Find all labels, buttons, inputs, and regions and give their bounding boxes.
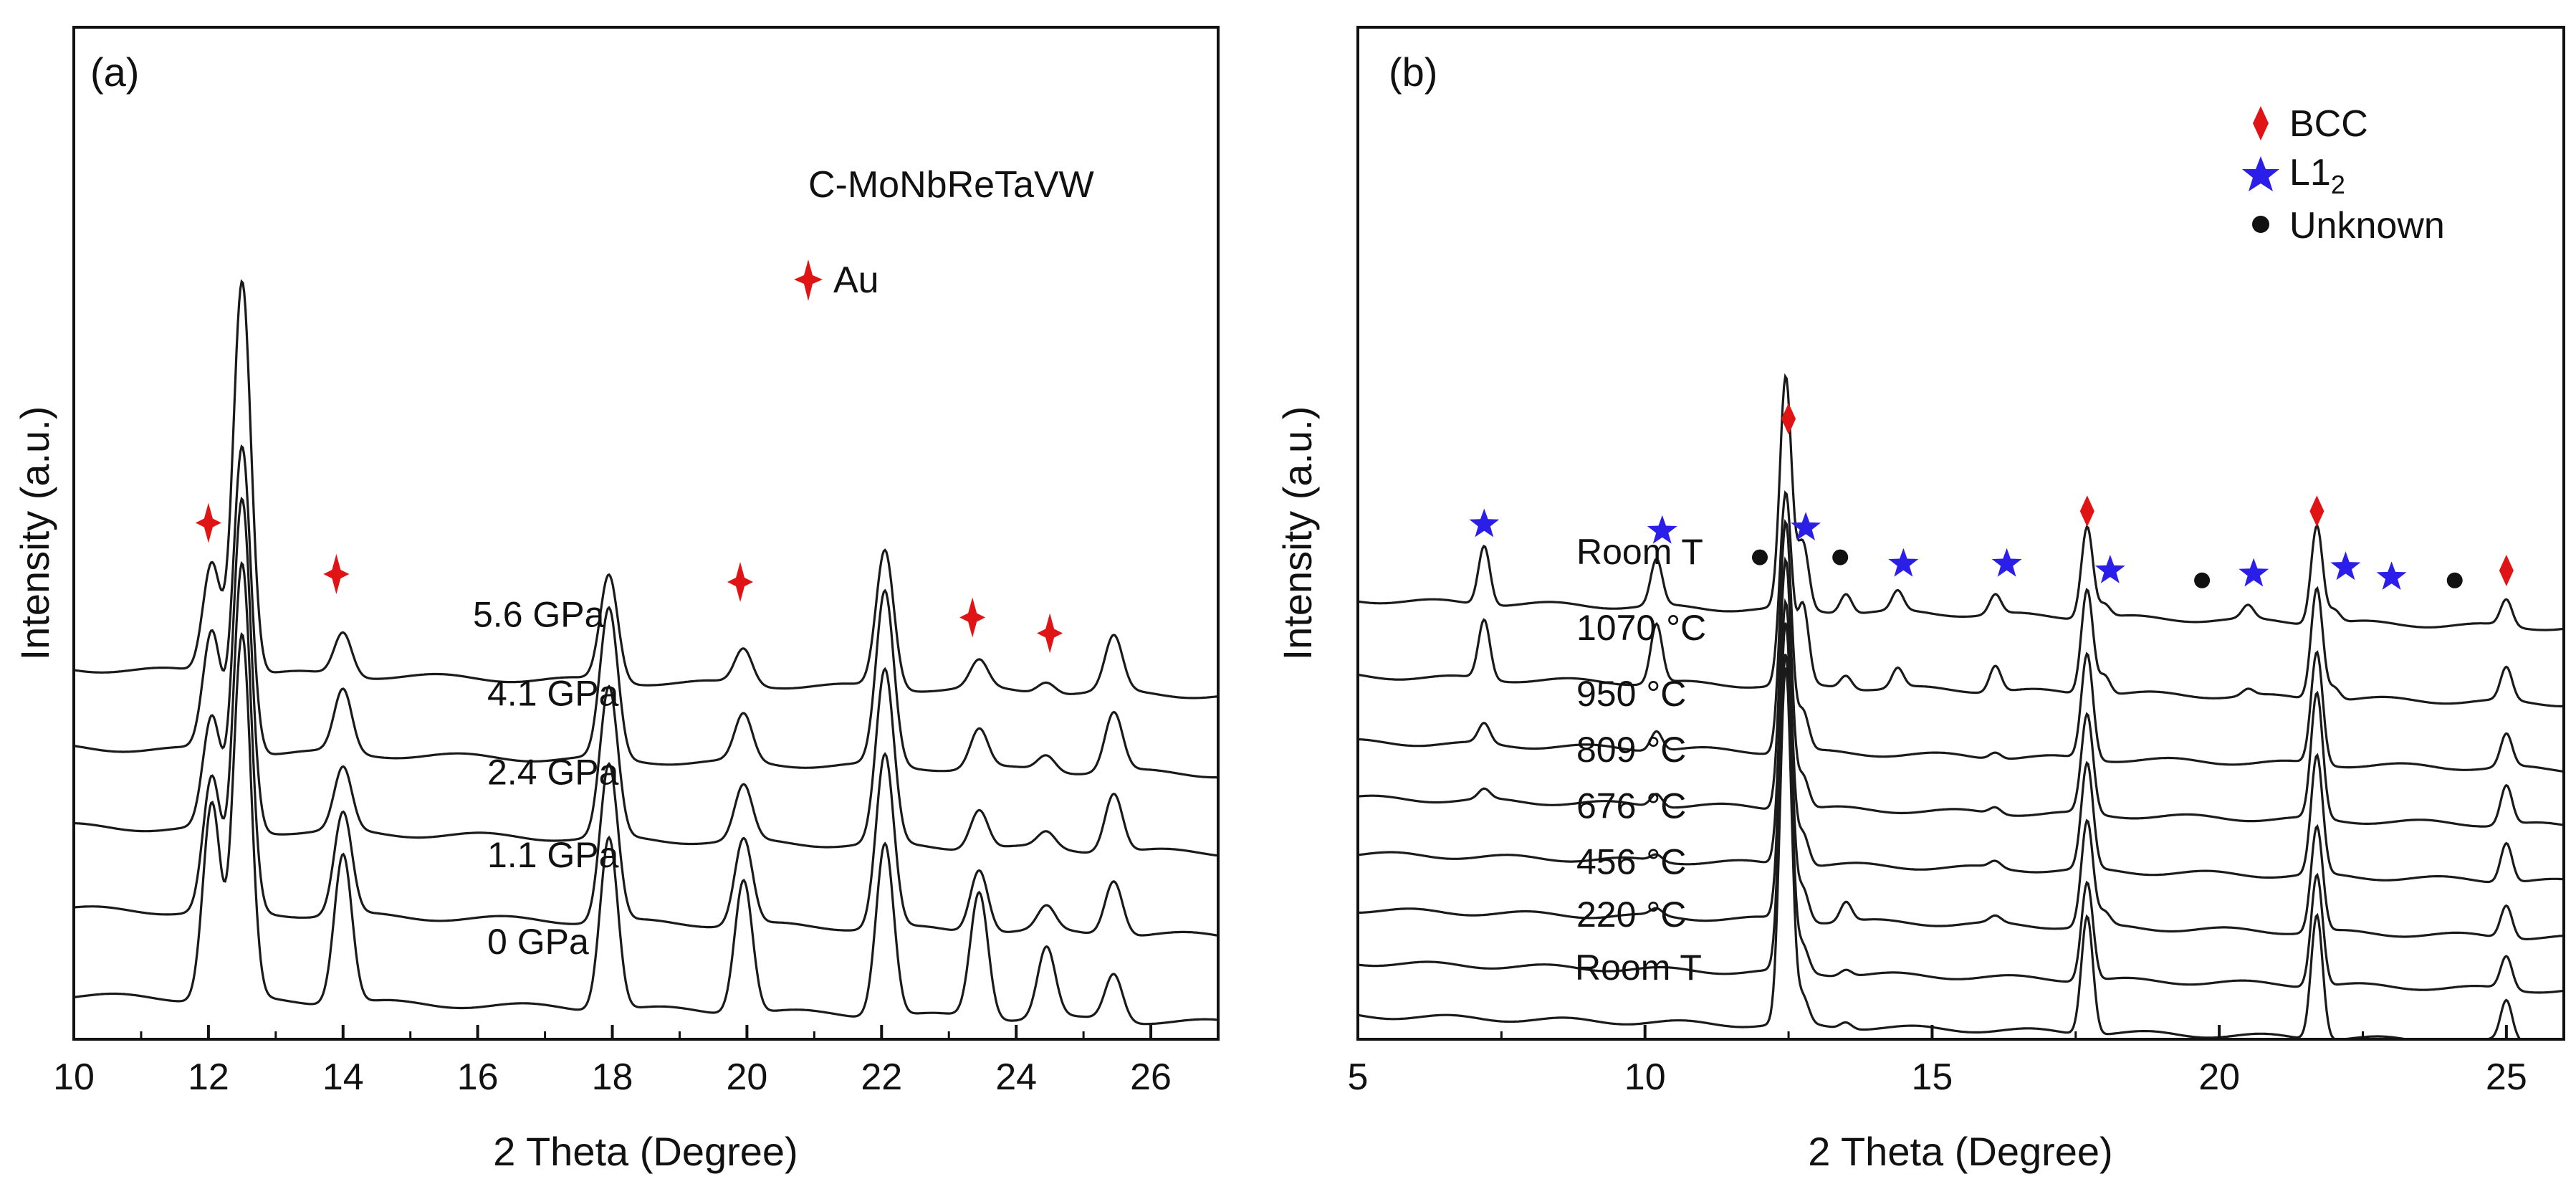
- l12-marker: [1469, 508, 1500, 538]
- legend-l12-text: L1: [2289, 152, 2331, 194]
- x-tick-label: 14: [322, 1056, 364, 1098]
- panel-a-x-ticks: 10 12 14 16 18 20 22 24 26: [53, 1025, 1172, 1098]
- l12-marker: [2330, 551, 2361, 581]
- series-label: 950 °C: [1576, 674, 1686, 714]
- x-tick-label: 25: [2486, 1056, 2527, 1098]
- x-tick-label: 20: [726, 1056, 767, 1098]
- legend-bcc-label: BCC: [2289, 103, 2368, 145]
- series-trace: [74, 279, 1218, 700]
- au-marker: [195, 502, 221, 543]
- x-tick-label: 5: [1348, 1056, 1369, 1098]
- au-sparkle-icon: [794, 259, 823, 301]
- series-label: 0 GPa: [487, 922, 589, 962]
- series-label: 676 °C: [1576, 786, 1686, 826]
- au-marker: [323, 554, 350, 594]
- panel-a-y-axis-label: Intensity (a.u.): [12, 406, 57, 661]
- x-tick-label: 15: [1912, 1056, 1953, 1098]
- series-label: 456 °C: [1576, 842, 1686, 882]
- au-marker: [727, 562, 754, 602]
- l12-marker: [1791, 512, 1821, 540]
- series-label: 1.1 GPa: [487, 835, 619, 875]
- series-label: 5.6 GPa: [473, 595, 605, 635]
- l12-marker: [2094, 555, 2125, 583]
- bcc-marker: [1781, 403, 1796, 435]
- series-trace: [1358, 667, 2522, 1039]
- series-trace: [1358, 490, 2564, 707]
- l12-marker: [1888, 548, 1919, 577]
- l12-marker: [1991, 548, 2022, 577]
- series-label: 4.1 GPa: [487, 674, 619, 714]
- series-trace: [1358, 373, 2564, 631]
- panel-b-frame: [1356, 26, 2565, 1041]
- x-tick-label: 10: [1624, 1056, 1666, 1098]
- l12-marker: [2376, 561, 2407, 590]
- series-label: 809 °C: [1576, 730, 1686, 770]
- panel-b-x-axis-label: 2 Theta (Degree): [1808, 1129, 2112, 1174]
- panel-a-frame: [72, 26, 1220, 1041]
- x-tick-label: 18: [592, 1056, 633, 1098]
- au-marker: [959, 597, 986, 638]
- panel-b-x-ticks: 5 10 15 20 25: [1348, 1025, 2527, 1098]
- x-tick-label: 24: [995, 1056, 1037, 1098]
- series-trace: [74, 631, 1218, 1026]
- legend-au-label: Au: [833, 259, 879, 301]
- legend-l12-label: L12: [2289, 152, 2345, 199]
- series-trace: [74, 496, 1218, 857]
- l12-marker: [1647, 515, 1677, 544]
- series-label: 1070 °C: [1576, 608, 1706, 648]
- series-trace: [1358, 598, 2564, 884]
- x-tick-label: 26: [1130, 1056, 1172, 1098]
- panel-b-series-labels: Room T 220 °C 456 °C 676 °C 809 °C 950 °C 1070…: [1575, 532, 1706, 988]
- bcc-diamond-icon: [2253, 106, 2269, 140]
- x-tick-label: 12: [188, 1056, 229, 1098]
- unknown-marker: [2194, 572, 2211, 588]
- series-trace: [74, 560, 1218, 937]
- series-label: 220 °C: [1576, 894, 1686, 935]
- panel-a-series-labels: 0 GPa 1.1 GPa 2.4 GPa 4.1 GPa 5.6 GPa: [473, 595, 619, 963]
- series-label: 2.4 GPa: [487, 753, 619, 793]
- l12-marker: [2239, 558, 2269, 587]
- panel-b-markers: [1469, 403, 2514, 590]
- x-tick-label: 10: [53, 1056, 95, 1098]
- panel-a-title: C-MoNbReTaVW: [808, 164, 1094, 206]
- series-trace: [1358, 654, 2564, 994]
- l12-star-icon: [2242, 156, 2279, 191]
- panel-a-label: (a): [90, 49, 139, 95]
- panel-b-label: (b): [1389, 49, 1437, 95]
- unknown-marker: [1832, 549, 1849, 565]
- panel-a-traces: [74, 279, 1218, 1026]
- series-trace: [1358, 556, 2564, 828]
- series-label: Room T: [1575, 948, 1702, 988]
- legend-l12-subscript: 2: [2331, 170, 2345, 199]
- x-tick-label: 16: [457, 1056, 499, 1098]
- bcc-marker: [2499, 555, 2514, 586]
- series-trace: [1358, 519, 2564, 773]
- panel-a: 0 GPa 1.1 GPa 2.4 GPa 4.1 GPa 5.6 GPa 10 12 14…: [12, 26, 1220, 1174]
- legend-unknown-label: Unknown: [2289, 205, 2445, 247]
- panel-b: Room T 220 °C 456 °C 676 °C 809 °C 950 °C 1070…: [1275, 26, 2565, 1174]
- panel-a-markers: [195, 502, 1063, 654]
- panel-b-y-axis-label: Intensity (a.u.): [1275, 406, 1320, 661]
- series-label: Room T: [1576, 532, 1703, 572]
- x-tick-label: 20: [2198, 1056, 2240, 1098]
- panel-a-x-axis-label: 2 Theta (Degree): [493, 1129, 798, 1174]
- bcc-marker: [2309, 495, 2324, 528]
- bcc-marker: [2079, 495, 2094, 528]
- unknown-dot-icon: [2252, 216, 2269, 233]
- panel-b-legend: BCC L12 Unknown: [2242, 103, 2445, 247]
- unknown-marker: [2446, 572, 2463, 588]
- unknown-marker: [1752, 549, 1768, 565]
- series-trace: [74, 444, 1218, 779]
- series-trace: [1358, 622, 2564, 940]
- x-tick-label: 22: [861, 1056, 902, 1098]
- panel-a-legend-au: Au: [794, 259, 879, 301]
- panel-b-traces: [1358, 373, 2564, 1039]
- au-marker: [1037, 613, 1063, 654]
